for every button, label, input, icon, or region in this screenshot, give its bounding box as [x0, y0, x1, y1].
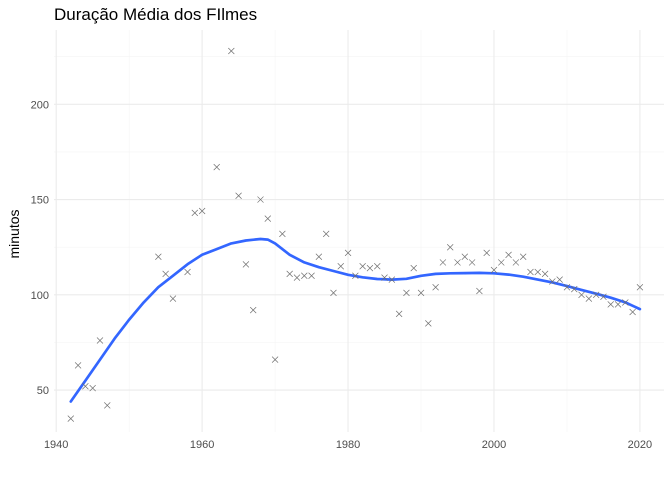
- data-point: [96, 337, 104, 344]
- data-point: [82, 383, 89, 390]
- y-tick-label: 150: [31, 195, 49, 207]
- x-tick-label: 1960: [190, 439, 214, 451]
- data-point: [636, 283, 644, 291]
- data-point: [235, 192, 242, 200]
- data-point: [425, 320, 432, 327]
- data-point: [600, 293, 607, 300]
- data-point: [373, 262, 381, 270]
- data-point: [549, 278, 556, 285]
- data-point: [607, 301, 614, 308]
- data-point: [629, 308, 636, 316]
- y-tick-label: 100: [31, 290, 49, 302]
- data-point: [403, 289, 410, 297]
- data-point: [67, 415, 75, 422]
- data-point: [381, 274, 388, 281]
- data-point: [505, 251, 512, 259]
- data-point: [592, 291, 600, 299]
- data-point: [490, 266, 498, 274]
- data-point: [388, 276, 396, 283]
- data-point: [322, 230, 330, 238]
- data-point: [293, 274, 301, 281]
- y-tick-label: 200: [31, 99, 49, 111]
- y-axis-ticks: 50 100 150 200: [31, 99, 49, 397]
- data-point: [169, 295, 177, 302]
- data-point: [512, 259, 520, 266]
- x-tick-label: 2000: [482, 439, 506, 451]
- data-point: [359, 262, 366, 270]
- data-point: [417, 289, 425, 297]
- data-point: [271, 356, 279, 363]
- data-point: [315, 253, 323, 260]
- y-axis-label: minutos: [6, 209, 22, 258]
- data-point: [519, 253, 527, 260]
- data-point: [498, 259, 505, 266]
- data-point: [571, 285, 578, 293]
- data-point: [622, 299, 629, 306]
- data-point: [410, 264, 417, 272]
- data-point: [454, 259, 461, 266]
- data-point: [344, 249, 352, 257]
- data-point: [162, 270, 169, 278]
- data-point: [352, 272, 359, 280]
- data-point: [242, 261, 250, 268]
- data-point: [534, 268, 542, 276]
- data-point: [468, 259, 476, 266]
- data-point: [446, 243, 454, 251]
- data-point: [264, 215, 272, 222]
- data-point: [432, 283, 439, 291]
- data-point: [228, 47, 235, 55]
- data-point: [439, 259, 447, 266]
- data-point: [184, 268, 191, 276]
- data-point: [476, 287, 483, 295]
- data-point: [395, 310, 403, 318]
- data-point: [213, 163, 220, 171]
- x-tick-label: 1940: [44, 439, 68, 451]
- smooth-trend-line: [69, 237, 642, 403]
- data-point: [155, 253, 162, 260]
- y-tick-label: 50: [37, 385, 49, 397]
- data-point: [279, 230, 286, 238]
- data-point: [330, 289, 337, 297]
- data-point: [337, 262, 345, 270]
- data-point: [257, 196, 264, 203]
- data-point: [541, 270, 549, 278]
- data-point: [249, 306, 257, 314]
- x-tick-label: 2020: [628, 439, 652, 451]
- data-point: [563, 283, 571, 291]
- data-point: [585, 295, 593, 302]
- data-point: [614, 301, 622, 308]
- grid: [54, 30, 664, 432]
- x-tick-label: 1980: [336, 439, 360, 451]
- data-point: [191, 209, 199, 217]
- data-points: [67, 47, 644, 422]
- data-point: [74, 362, 82, 369]
- data-point: [483, 249, 490, 257]
- data-point: [286, 270, 293, 278]
- data-point: [578, 291, 585, 299]
- data-point: [301, 272, 308, 280]
- data-point: [308, 272, 315, 280]
- data-point: [556, 276, 563, 283]
- chart-title: Duração Média dos FIlmes: [54, 5, 257, 24]
- data-point: [198, 207, 206, 215]
- data-point: [89, 384, 96, 392]
- data-point: [527, 268, 534, 276]
- data-point: [461, 253, 469, 260]
- data-point: [366, 264, 374, 272]
- x-axis-ticks: 1940 1960 1980 2000 2020: [44, 439, 652, 451]
- data-point: [104, 402, 111, 409]
